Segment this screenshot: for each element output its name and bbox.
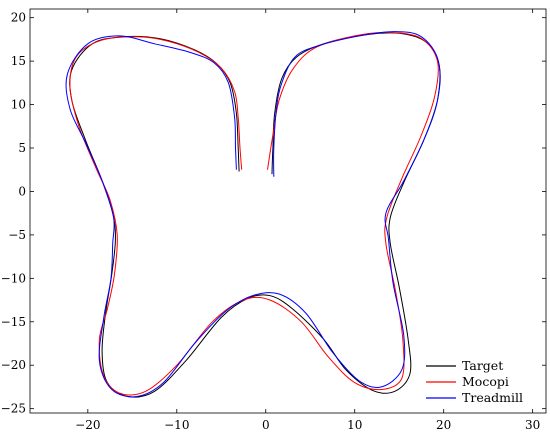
- axis-ticks: −20 −10 0 10 20 30 −25 −20 −15 −10 −5 0 5 10 15 20: [1, 9, 546, 432]
- y-tick-label: −15: [1, 315, 26, 329]
- series-line-treadmill: [65, 31, 441, 398]
- y-tick-label: −5: [8, 228, 26, 242]
- x-tick-label: −10: [164, 418, 189, 432]
- x-tick-label: 10: [347, 418, 362, 432]
- legend-label-mocopi: Mocopi: [462, 374, 509, 389]
- y-tick-label: 5: [18, 141, 26, 155]
- x-tick-label: 0: [262, 418, 270, 432]
- series-line-mocopi: [69, 31, 439, 396]
- x-tick-label: 30: [525, 418, 540, 432]
- y-tick-label: 15: [11, 54, 26, 68]
- legend-label-treadmill: Treadmill: [462, 390, 523, 405]
- series-lines: [65, 31, 441, 398]
- y-tick-label: −20: [1, 358, 26, 372]
- y-tick-label: −25: [1, 402, 26, 416]
- plot-frame: [29, 8, 547, 414]
- series-line-target: [69, 32, 441, 398]
- legend-label-target: Target: [462, 358, 503, 373]
- x-tick-label: 20: [436, 418, 451, 432]
- x-tick-label: −20: [75, 418, 100, 432]
- y-tick-label: 20: [11, 11, 26, 25]
- y-tick-label: 10: [11, 98, 26, 112]
- y-tick-label: −10: [1, 271, 26, 285]
- y-tick-label: 0: [18, 184, 26, 198]
